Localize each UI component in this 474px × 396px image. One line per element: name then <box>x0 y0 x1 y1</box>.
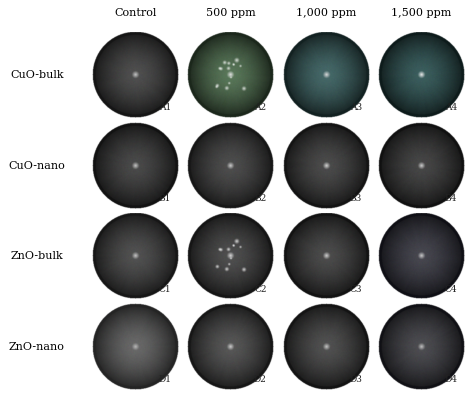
Text: C1: C1 <box>159 285 171 293</box>
Text: B3: B3 <box>350 194 362 203</box>
Text: D2: D2 <box>254 375 267 384</box>
Text: Control: Control <box>114 8 156 18</box>
Text: D3: D3 <box>349 375 362 384</box>
Text: ZnO-bulk: ZnO-bulk <box>10 251 63 261</box>
Text: CuO-bulk: CuO-bulk <box>10 70 64 80</box>
Text: A4: A4 <box>445 103 457 112</box>
Text: CuO-nano: CuO-nano <box>9 160 65 171</box>
Text: A1: A1 <box>159 103 171 112</box>
Text: ZnO-nano: ZnO-nano <box>9 342 65 352</box>
Text: 500 ppm: 500 ppm <box>206 8 255 18</box>
Text: C4: C4 <box>445 285 457 293</box>
Text: 1,000 ppm: 1,000 ppm <box>296 8 356 18</box>
Text: B4: B4 <box>445 194 457 203</box>
Text: B2: B2 <box>254 194 266 203</box>
Text: D4: D4 <box>445 375 457 384</box>
Text: D1: D1 <box>158 375 172 384</box>
Text: A3: A3 <box>350 103 362 112</box>
Text: B1: B1 <box>159 194 171 203</box>
Text: C2: C2 <box>254 285 266 293</box>
Text: C3: C3 <box>349 285 362 293</box>
Text: 1,500 ppm: 1,500 ppm <box>392 8 452 18</box>
Text: A2: A2 <box>254 103 266 112</box>
